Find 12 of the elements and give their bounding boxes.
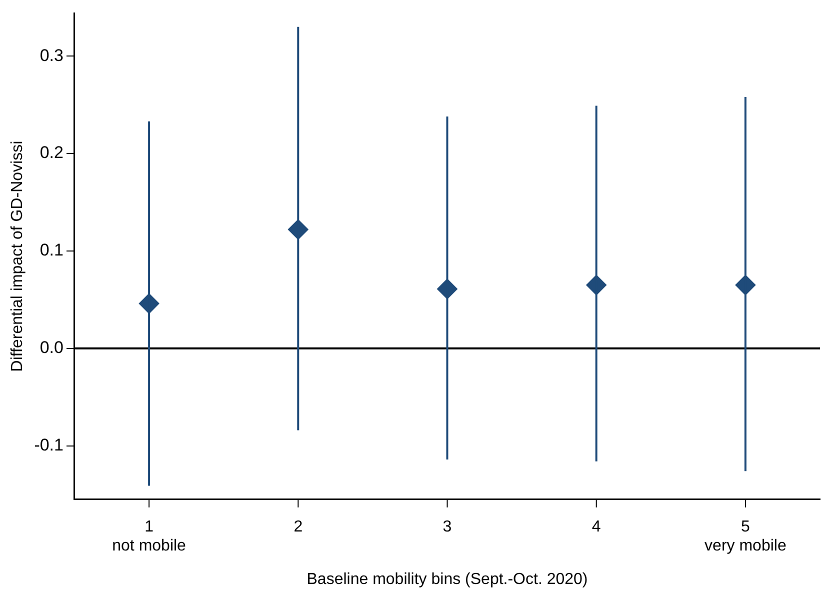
y-tick-label: -0.1 xyxy=(34,436,64,454)
x-tick-label: 3 xyxy=(442,518,452,536)
x-tick-label: 5 very mobile xyxy=(704,518,786,555)
x-tick-label: 2 xyxy=(294,518,303,536)
y-tick-label: 0.0 xyxy=(40,338,64,358)
y-tick-label: 0.2 xyxy=(40,143,64,162)
x-axis-title: Baseline mobility bins (Sept.-Oct. 2020) xyxy=(306,570,588,588)
y-axis-title: Differential impact of GD-Novissi xyxy=(9,140,26,372)
x-tick-label: 4 xyxy=(592,518,601,536)
y-tick-label: 0.1 xyxy=(40,240,64,260)
y-tick-label: 0.3 xyxy=(40,46,64,65)
x-tick-label: 1 not mobile xyxy=(112,518,186,555)
